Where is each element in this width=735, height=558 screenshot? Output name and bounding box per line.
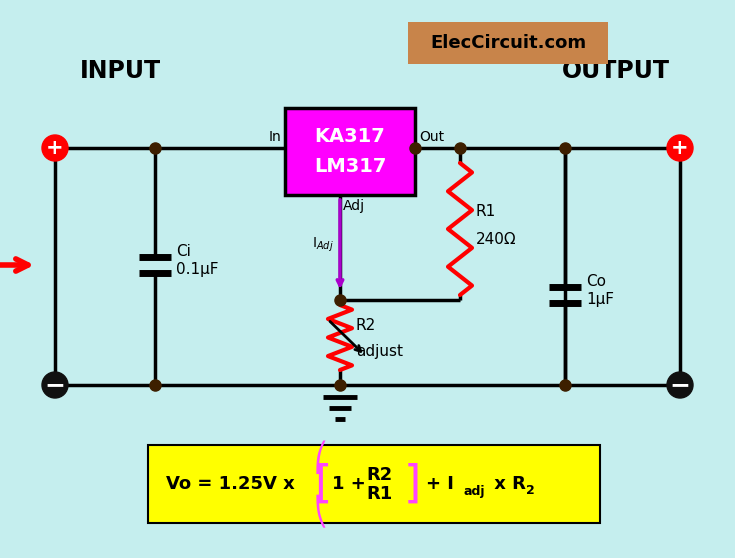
Text: −: − <box>670 373 690 397</box>
Text: LM317: LM317 <box>314 156 386 176</box>
Text: R2: R2 <box>356 318 376 333</box>
Text: Co: Co <box>586 274 606 289</box>
Text: R1: R1 <box>476 204 496 219</box>
Text: Adj: Adj <box>343 199 365 213</box>
Text: +: + <box>46 138 64 158</box>
FancyBboxPatch shape <box>285 108 415 195</box>
Circle shape <box>667 372 693 398</box>
FancyBboxPatch shape <box>408 22 608 64</box>
Text: R1: R1 <box>367 485 393 503</box>
Text: + I: + I <box>426 475 454 493</box>
Text: adjust: adjust <box>356 344 403 359</box>
Text: R2: R2 <box>367 466 393 484</box>
FancyBboxPatch shape <box>148 445 600 523</box>
Text: I$_{Adj}$: I$_{Adj}$ <box>312 235 334 254</box>
Text: 2: 2 <box>526 484 535 498</box>
Text: In: In <box>268 130 281 144</box>
Text: 240Ω: 240Ω <box>476 232 517 247</box>
Text: x R: x R <box>488 475 526 493</box>
Text: OUTPUT: OUTPUT <box>562 59 670 83</box>
Text: ⎛
⎝: ⎛ ⎝ <box>314 440 328 528</box>
Text: ElecCircuit.com: ElecCircuit.com <box>430 34 586 52</box>
Circle shape <box>667 135 693 161</box>
Text: [: [ <box>314 463 331 506</box>
Circle shape <box>42 135 68 161</box>
Text: ]: ] <box>404 463 421 506</box>
Text: +: + <box>671 138 689 158</box>
Circle shape <box>42 372 68 398</box>
Text: Vo = 1.25V x: Vo = 1.25V x <box>166 475 301 493</box>
Text: Ci: Ci <box>176 244 191 259</box>
Text: 1 +: 1 + <box>332 475 372 493</box>
Text: KA317: KA317 <box>315 127 385 146</box>
Text: −: − <box>45 373 65 397</box>
Text: 1μF: 1μF <box>586 292 614 307</box>
Text: INPUT: INPUT <box>80 59 161 83</box>
Text: 0.1μF: 0.1μF <box>176 262 218 277</box>
Text: adj: adj <box>464 484 486 498</box>
Text: Out: Out <box>419 130 444 144</box>
